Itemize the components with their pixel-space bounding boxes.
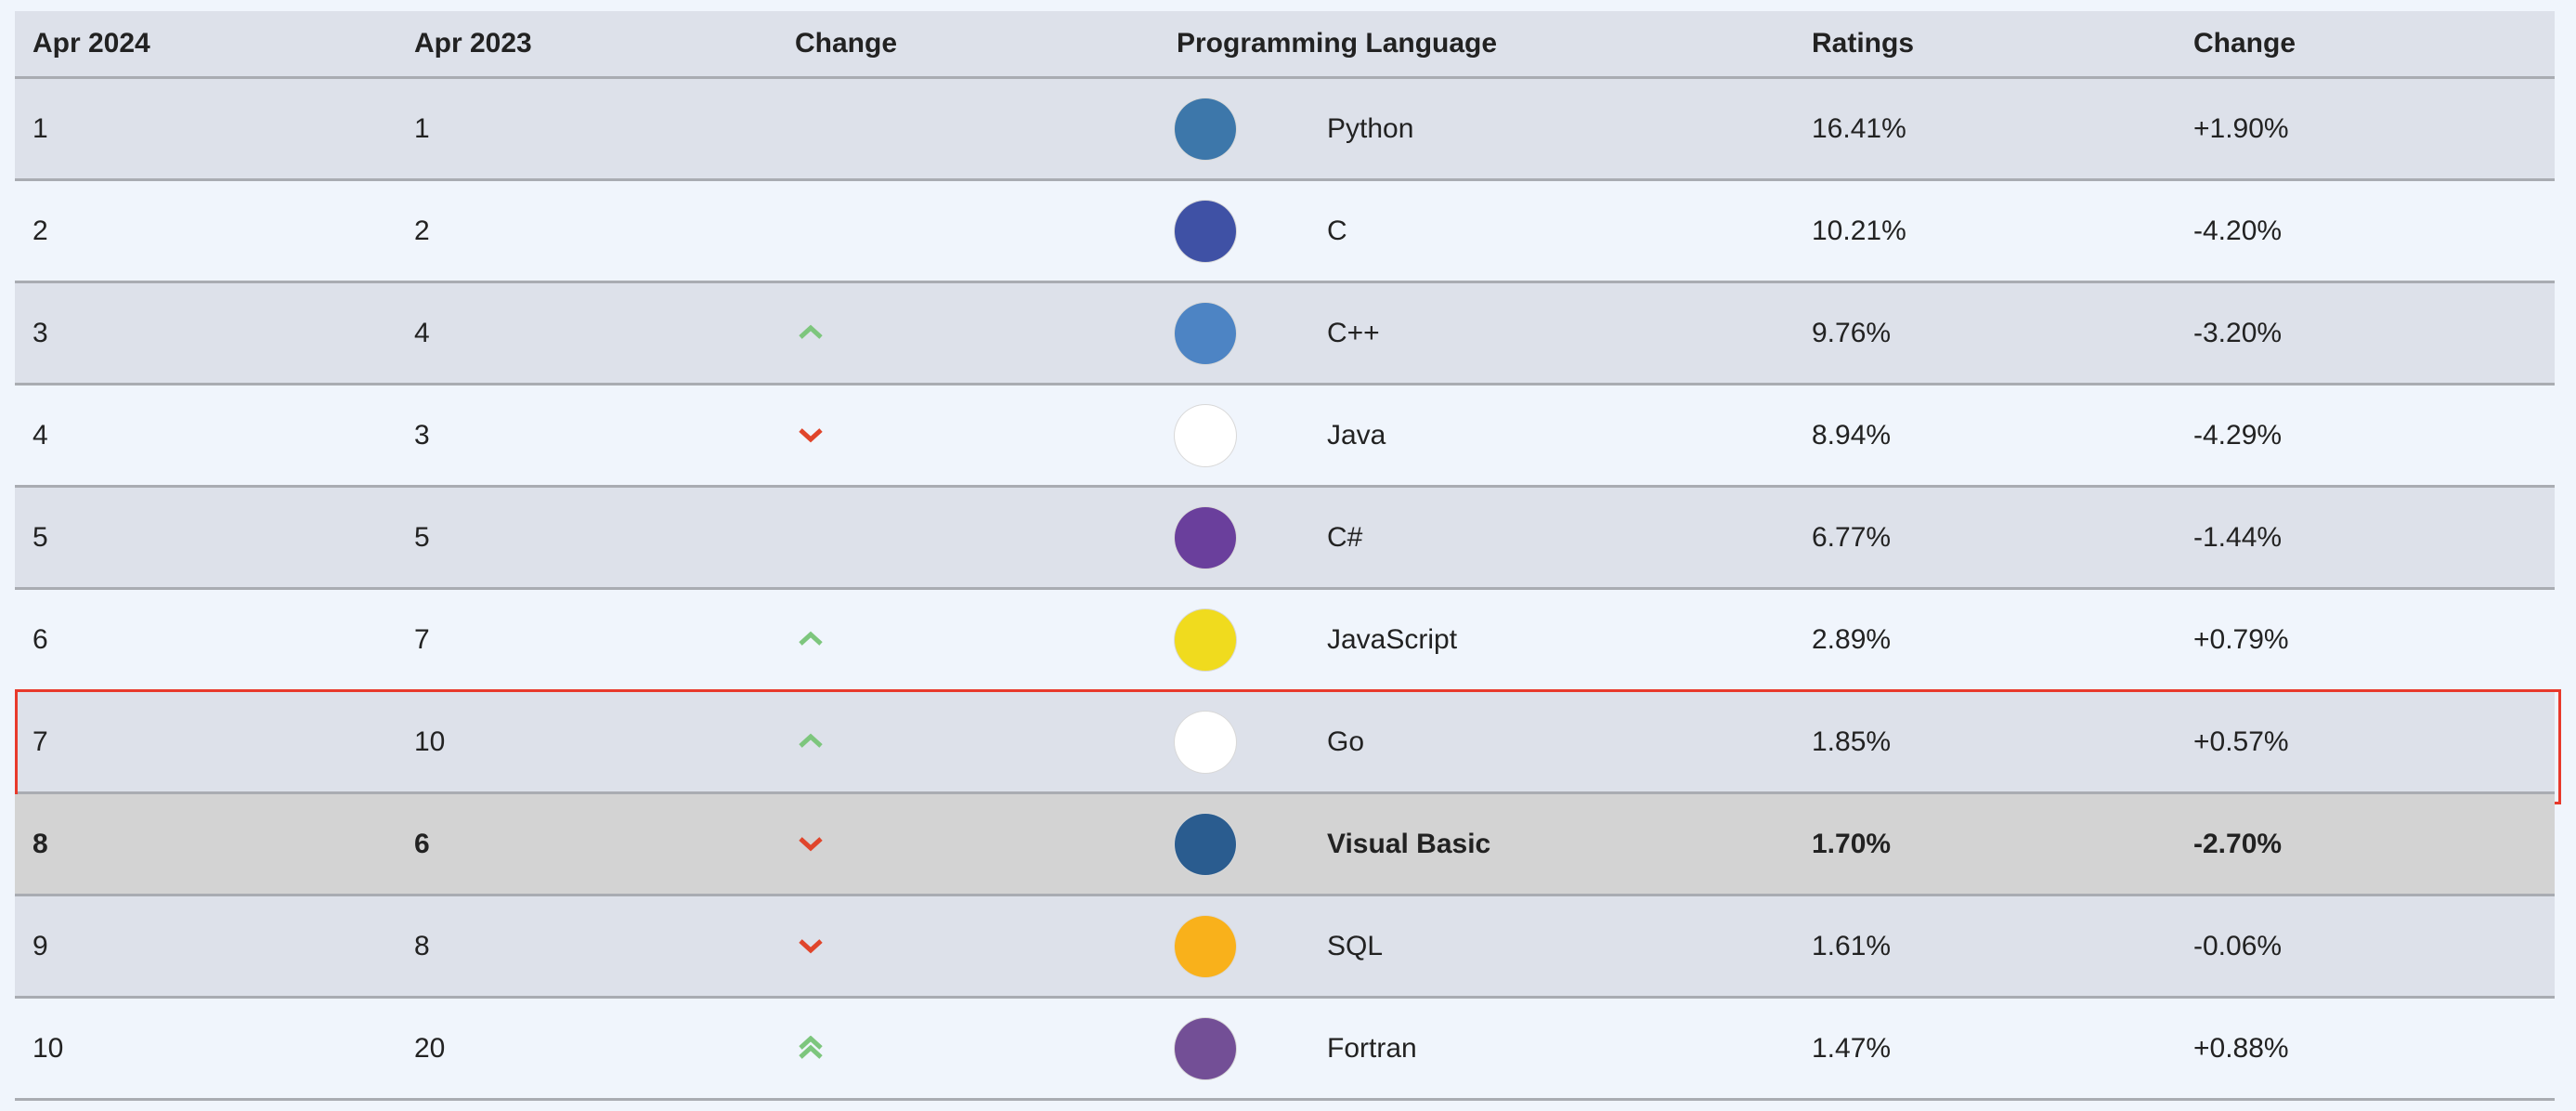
table-cell: JavaScript bbox=[1327, 623, 1458, 655]
table-cell: +0.57% bbox=[2193, 725, 2289, 757]
trend-icon bbox=[799, 939, 823, 954]
table-cell: 5 bbox=[414, 521, 430, 553]
table-cell: 16.41% bbox=[1812, 112, 1906, 144]
table-cell: 2 bbox=[33, 215, 48, 246]
table-cell: C++ bbox=[1327, 317, 1380, 348]
trend-icon bbox=[799, 428, 823, 443]
table-cell: +0.79% bbox=[2193, 623, 2289, 655]
table-cell: 1.47% bbox=[1812, 1032, 1892, 1064]
table-cell: 6 bbox=[414, 828, 430, 859]
table-cell: 5 bbox=[33, 521, 48, 553]
trend-icon bbox=[799, 324, 823, 339]
table-row: 2 2 C 10.21% -4.20% bbox=[15, 181, 2555, 283]
table-cell: C# bbox=[1327, 521, 1363, 553]
chevron bbox=[799, 631, 823, 646]
table-cell: 2.89% bbox=[1812, 623, 1892, 655]
table-cell: 1.61% bbox=[1812, 930, 1892, 961]
table-cell: 10.21% bbox=[1812, 215, 1906, 246]
header-row: Apr 2024 Apr 2023 Change Programming Langua… bbox=[15, 11, 2555, 79]
header-cell: Change bbox=[795, 28, 898, 59]
table-cell: 10 bbox=[414, 725, 446, 757]
chevron bbox=[799, 1044, 823, 1059]
table-cell: 6 bbox=[33, 623, 48, 655]
table-row: 3 4 C++ 9.76% -3.20% bbox=[15, 283, 2555, 386]
table-row: 5 5 C# 6.77% -1.44% bbox=[15, 488, 2555, 590]
table-cell: 3 bbox=[33, 317, 48, 348]
header-cell: Change bbox=[2193, 28, 2296, 59]
table-cell: C bbox=[1327, 215, 1347, 246]
table-cell: Python bbox=[1327, 112, 1414, 144]
language-logo bbox=[1175, 915, 1236, 977]
table-cell: 8 bbox=[33, 828, 48, 859]
table-cell: 9.76% bbox=[1812, 317, 1892, 348]
trend-icon bbox=[799, 1036, 823, 1059]
table-cell: Go bbox=[1327, 725, 1365, 757]
header-cell: Programming Language bbox=[1177, 28, 1498, 59]
table-cell: -2.70% bbox=[2193, 828, 2283, 859]
trend-icon bbox=[799, 631, 823, 646]
table-cell: 1 bbox=[414, 112, 430, 144]
table-cell: 4 bbox=[33, 419, 48, 451]
chevron bbox=[799, 733, 823, 748]
chevron bbox=[799, 837, 823, 852]
table-cell: -1.44% bbox=[2193, 521, 2283, 553]
table-cell: 7 bbox=[33, 725, 48, 757]
table-cell: -4.29% bbox=[2193, 419, 2283, 451]
language-logo bbox=[1175, 200, 1236, 262]
table-row: 9 8 SQL 1.61% -0.06% bbox=[15, 896, 2555, 999]
chevron bbox=[799, 428, 823, 443]
header-cell: Apr 2023 bbox=[414, 28, 532, 59]
language-logo bbox=[1175, 302, 1236, 364]
table-cell: 9 bbox=[33, 930, 48, 961]
table-cell: 4 bbox=[414, 317, 430, 348]
table-cell: Visual Basic bbox=[1327, 828, 1491, 859]
table-cell: 20 bbox=[414, 1032, 446, 1064]
table-cell: -3.20% bbox=[2193, 317, 2283, 348]
table-cell: 1 bbox=[33, 112, 48, 144]
chevron bbox=[799, 324, 823, 339]
header-cell: Apr 2024 bbox=[33, 28, 150, 59]
table-cell: 7 bbox=[414, 623, 430, 655]
table-cell: 3 bbox=[414, 419, 430, 451]
chevron bbox=[799, 1036, 823, 1050]
language-logo bbox=[1175, 404, 1236, 466]
trend-icon bbox=[799, 733, 823, 748]
table-row: 1 1 Python 16.41% +1.90% bbox=[15, 79, 2555, 181]
language-logo bbox=[1175, 813, 1236, 875]
chevron bbox=[799, 939, 823, 954]
table-cell: Fortran bbox=[1327, 1032, 1417, 1064]
language-logo bbox=[1175, 608, 1236, 671]
table-cell: 10 bbox=[33, 1032, 64, 1064]
table-cell: 8.94% bbox=[1812, 419, 1892, 451]
language-logo bbox=[1175, 1017, 1236, 1079]
table-cell: -0.06% bbox=[2193, 930, 2283, 961]
language-logo bbox=[1175, 711, 1236, 773]
table-cell: 2 bbox=[414, 215, 430, 246]
header-cell: Ratings bbox=[1812, 28, 1915, 59]
language-logo bbox=[1175, 98, 1236, 160]
table-cell: Java bbox=[1327, 419, 1386, 451]
table-cell: 1.70% bbox=[1812, 828, 1892, 859]
trend-icon bbox=[799, 837, 823, 852]
table-cell: SQL bbox=[1327, 930, 1384, 961]
table-row: 4 3 Java 8.94% -4.29% bbox=[15, 386, 2555, 488]
table-cell: 6.77% bbox=[1812, 521, 1892, 553]
table-cell: +0.88% bbox=[2193, 1032, 2289, 1064]
table-cell: 1.85% bbox=[1812, 725, 1892, 757]
table-cell: +1.90% bbox=[2193, 112, 2289, 144]
table-row: 8 6 Visual Basic 1.70% -2.70% bbox=[15, 794, 2555, 896]
table-row: 10 20 Fortran 1.47% +0.88% bbox=[15, 999, 2555, 1101]
table-row: 7 10 Go 1.85% +0.57% bbox=[15, 692, 2555, 794]
language-logo bbox=[1175, 506, 1236, 569]
table-cell: -4.20% bbox=[2193, 215, 2283, 246]
table-cell: 8 bbox=[414, 930, 430, 961]
table-row: 6 7 JavaScript 2.89% +0.79% bbox=[15, 590, 2555, 692]
